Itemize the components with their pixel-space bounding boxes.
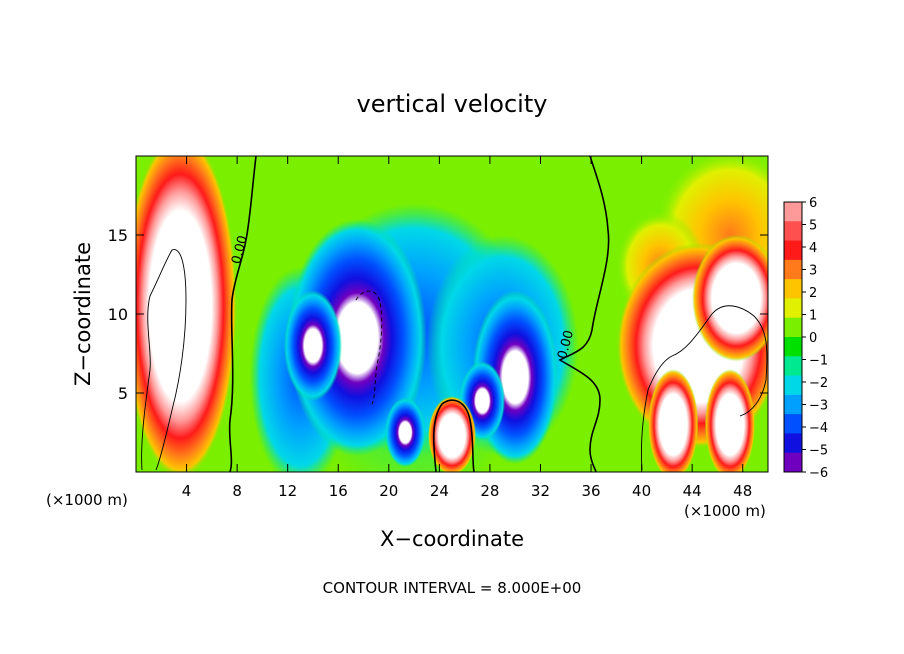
colorbar-swatch [784,414,802,434]
x-tick-label: 40 [632,482,651,500]
field-region [385,397,426,468]
zero-contour-cell [432,399,475,472]
field-region [283,290,343,401]
x-tick-label: 44 [683,482,702,500]
y-tick-label: 5 [118,384,128,403]
y-axis-ticks: 5 10 15 [108,226,768,403]
y-tick-label: 10 [108,305,128,324]
chart-title: vertical velocity [357,90,548,118]
colorbar-swatch [784,240,802,261]
colorbar-swatch [784,298,802,319]
colorbar-swatch [784,221,802,242]
colorbar-swatch [784,317,802,338]
y-tick-label: 15 [108,226,128,245]
x-tick-label: 24 [430,482,449,500]
x-axis-label: X−coordinate [380,527,524,551]
contour-west-cell [141,249,187,471]
colorbar-tick-label: 4 [809,241,817,256]
x-axis-unit-left: (×1000 m) [46,491,128,509]
contour-value-labels: 0.00 0.00 [229,234,577,361]
field-region [704,369,756,472]
colorbar-swatch [784,337,802,357]
colorbar-tick-label: 5 [809,219,817,234]
colorbar-tick-label: 2 [809,286,817,301]
colorbar-tick-label: −1 [809,354,828,369]
x-tick-label: 32 [531,482,550,500]
colorbar-swatch [784,356,802,377]
colorbar-swatch [784,202,802,222]
colorbar-swatch [784,375,802,396]
colorbar-tick-label: −2 [809,376,828,391]
contour-value-label: 0.00 [229,234,251,266]
x-tick-label: 36 [581,482,600,500]
contour-interval-note: CONTOUR INTERVAL = 8.000E+00 [323,579,582,597]
colorbar-swatch [784,279,802,299]
colorbar-tick-label: −5 [809,444,828,459]
colorbar: 6 5 4 3 2 1 0 −1 −2 −3 −4 −5 −6 [783,196,828,481]
x-tick-label: 48 [733,482,752,500]
x-tick-label: 4 [182,482,192,500]
contour-east-cell [641,305,768,471]
colorbar-tick-label: 3 [809,264,817,279]
colorbar-tick-label: −4 [809,421,828,436]
colorbar-tick-label: −3 [809,399,828,414]
field-region [647,369,699,472]
x-axis-ticks: 4 8 12 16 20 24 28 32 36 40 44 48 [182,156,752,500]
zero-contours [228,156,610,472]
y-axis-label: Z−coordinate [71,242,95,386]
colorbar-tick-label: 6 [809,196,817,211]
x-tick-label: 28 [480,482,499,500]
colorbar-swatch [784,394,802,415]
x-tick-label: 20 [379,482,398,500]
colorbar-tick-label: −6 [809,466,828,481]
x-tick-label: 8 [232,482,242,500]
field-region [692,235,768,362]
zero-contour-west [228,156,257,472]
velocity-field [136,156,768,472]
colorbar-tick-label: 1 [809,309,817,324]
colorbar-swatch [784,433,802,454]
colorbar-tick-label: 0 [809,331,817,346]
field-shading [136,156,768,472]
contour-value-label: 0.00 [555,329,577,361]
x-tick-label: 16 [329,482,348,500]
contour-lines [141,249,768,471]
field-region [136,156,238,472]
colorbar-swatch [784,259,802,280]
contour-dashed-down [355,290,383,405]
x-axis-unit-right: (×1000 m) [684,502,766,520]
colorbar-swatch [784,452,802,473]
field-region [427,396,477,472]
zero-contour-east [558,156,610,472]
x-tick-label: 12 [278,482,297,500]
